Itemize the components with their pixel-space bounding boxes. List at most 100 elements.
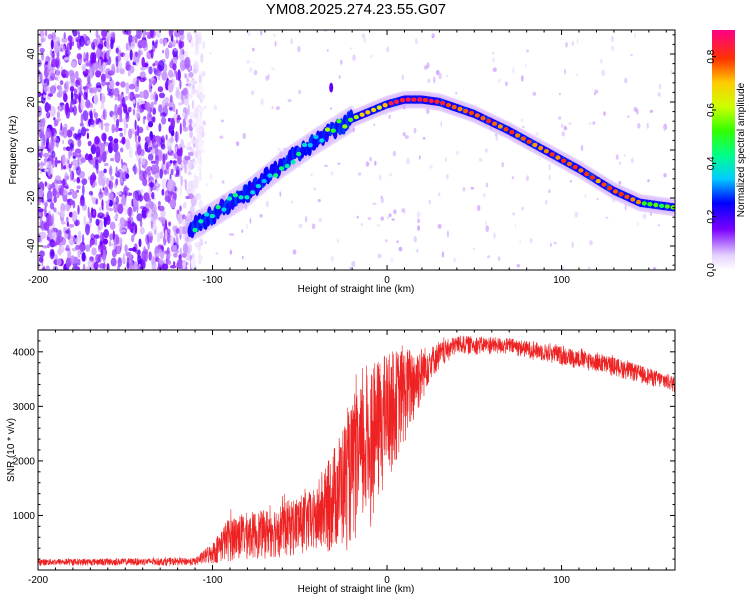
noise-speckle (154, 154, 159, 166)
noise-speckle (260, 98, 264, 105)
noise-speckle (532, 91, 537, 96)
noise-speckle (65, 233, 68, 239)
noise-speckle (168, 107, 173, 111)
noise-speckle (101, 151, 107, 163)
noise-speckle (100, 73, 106, 82)
noise-speckle (185, 236, 189, 242)
noise-speckle (59, 80, 64, 86)
noise-speckle (416, 211, 421, 218)
noise-speckle (229, 233, 232, 236)
noise-speckle (172, 49, 175, 57)
noise-speckle (79, 152, 82, 158)
noise-speckle (86, 266, 93, 270)
noise-speckle (136, 213, 143, 222)
noise-speckle (521, 206, 524, 211)
noise-speckle (369, 156, 372, 162)
ridge-core (359, 112, 365, 117)
noise-speckle (455, 150, 460, 155)
noise-speckle (183, 87, 189, 100)
noise-speckle (97, 43, 104, 50)
noise-speckle (273, 34, 276, 37)
ridge-core (313, 134, 319, 140)
noise-speckle (110, 176, 114, 181)
noise-speckle (178, 254, 182, 260)
noise-speckle (76, 176, 81, 184)
noise-speckle (588, 266, 591, 270)
noise-speckle (56, 258, 62, 266)
noise-speckle (49, 183, 56, 189)
noise-speckle (188, 79, 192, 90)
noise-speckle (110, 157, 115, 162)
noise-speckle (74, 154, 80, 158)
noise-speckle (377, 253, 382, 259)
noise-speckle (116, 168, 124, 179)
ridge-core (624, 194, 630, 199)
noise-speckle (95, 218, 100, 226)
noise-speckle (154, 173, 160, 179)
noise-speckle (462, 187, 466, 192)
noise-speckle (172, 63, 177, 71)
ridge-core (250, 190, 256, 195)
noise-speckle (349, 47, 352, 50)
noise-speckle (136, 107, 141, 119)
noise-speckle (44, 181, 48, 187)
noise-speckle (131, 234, 135, 243)
noise-speckle (624, 154, 626, 157)
noise-speckle (445, 173, 449, 180)
noise-speckle (101, 132, 107, 142)
noise-speckle (647, 179, 650, 183)
noise-speckle (516, 264, 520, 268)
noise-speckle (115, 81, 120, 87)
noise-speckle (558, 116, 562, 120)
noise-speckle (193, 183, 199, 189)
noise-speckle (363, 37, 367, 43)
noise-speckle (134, 131, 138, 143)
noise-speckle (46, 199, 53, 203)
noise-speckle (611, 35, 614, 42)
ridge-core (578, 168, 584, 173)
noise-speckle (67, 35, 73, 42)
x-tick-label: -200 (28, 575, 48, 586)
noise-speckle (178, 41, 185, 49)
noise-speckle (128, 44, 132, 52)
noise-speckle (104, 125, 109, 133)
noise-speckle (155, 252, 161, 257)
noise-speckle (133, 93, 141, 98)
noise-speckle (330, 255, 334, 262)
noise-speckle (176, 209, 180, 214)
noise-speckle (81, 251, 86, 262)
noise-speckle (619, 161, 621, 165)
noise-speckle (182, 243, 189, 255)
noise-speckle (84, 153, 90, 161)
noise-speckle (173, 252, 178, 258)
noise-speckle (84, 40, 87, 45)
noise-speckle (511, 176, 514, 180)
noise-speckle (175, 72, 179, 81)
noise-speckle (179, 186, 182, 197)
noise-speckle (170, 264, 177, 269)
noise-speckle (94, 234, 100, 239)
noise-speckle (107, 92, 113, 96)
ridge-core (192, 227, 198, 233)
noise-speckle (122, 52, 129, 61)
noise-speckle (126, 257, 130, 269)
noise-speckle (66, 146, 71, 151)
ridge-core (538, 145, 544, 151)
noise-speckle (455, 91, 458, 95)
noise-speckle (184, 73, 188, 79)
noise-speckle (142, 89, 149, 100)
noise-speckle (548, 163, 551, 171)
noise-speckle (260, 30, 263, 36)
noise-speckle (157, 200, 161, 207)
noise-speckle (122, 165, 128, 172)
noise-speckle (304, 215, 308, 223)
noise-speckle (657, 92, 661, 97)
noise-speckle (119, 217, 125, 226)
noise-speckle (94, 237, 98, 246)
noise-speckle (69, 39, 72, 51)
noise-speckle (202, 40, 205, 50)
noise-speckle (169, 235, 175, 246)
noise-speckle (95, 70, 102, 78)
noise-speckle (317, 199, 321, 203)
